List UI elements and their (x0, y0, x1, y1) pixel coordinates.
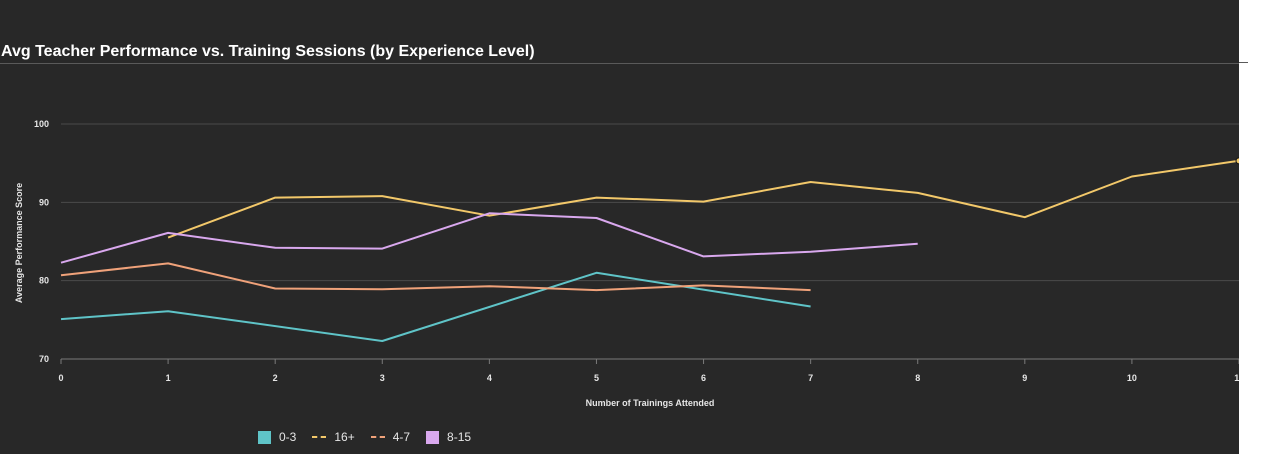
legend-label: 16+ (334, 430, 355, 444)
y-tick-label: 90 (39, 197, 49, 207)
series-line-4-7 (60, 262, 811, 292)
legend-swatch (426, 430, 440, 444)
legend-label: 0-3 (279, 430, 297, 444)
line-chart: 70 80 90 100 0 1 2 3 4 5 6 7 8 9 10 11 Number of Trainin… (14, 119, 1239, 408)
legend-item: 0-3 (258, 430, 296, 444)
x-tick-label: 8 (915, 373, 920, 383)
x-tick-label: 7 (808, 373, 813, 383)
x-axis-title: Number of Trainings Attended (586, 398, 715, 408)
y-axis-title: Average Performance Score (14, 183, 24, 303)
legend-swatch (258, 430, 271, 444)
legend-item: 16+ (312, 430, 355, 444)
chart-title: Avg Teacher Performance vs. Training Ses… (1, 43, 535, 60)
y-tick-label: 70 (39, 354, 49, 364)
x-tick-label: 1 (166, 373, 171, 383)
title-divider (0, 63, 1239, 64)
x-tick-label: 5 (594, 373, 599, 383)
panel-edge-tick (1239, 62, 1248, 63)
x-tick-label: 11 (1234, 373, 1239, 383)
x-tick-label: 6 (701, 373, 706, 383)
legend-label: 4-7 (392, 430, 411, 444)
x-tick-label: 4 (487, 373, 492, 383)
x-tick-label: 0 (58, 373, 63, 383)
x-tick-label: 2 (273, 373, 278, 383)
x-tick-label: 3 (380, 373, 385, 383)
legend-label: 8-15 (447, 430, 472, 444)
legend-item: 4-7 (370, 430, 411, 444)
series-end-point (1235, 157, 1239, 165)
chart-legend: 0-3 16+ 4-7 8-15 (258, 430, 487, 444)
legend-swatch (370, 436, 385, 438)
series-line-16+ (167, 159, 1239, 239)
series-line-8-15 (60, 212, 918, 264)
x-tick-label: 9 (1022, 373, 1027, 383)
x-tick-label: 10 (1127, 373, 1137, 383)
legend-swatch (312, 436, 327, 438)
y-tick-label: 100 (34, 119, 49, 129)
chart-panel: Avg Teacher Performance vs. Training Ses… (0, 0, 1239, 454)
legend-item: 8-15 (426, 430, 471, 444)
series-line-0-3 (60, 271, 811, 342)
y-tick-label: 80 (39, 276, 49, 286)
